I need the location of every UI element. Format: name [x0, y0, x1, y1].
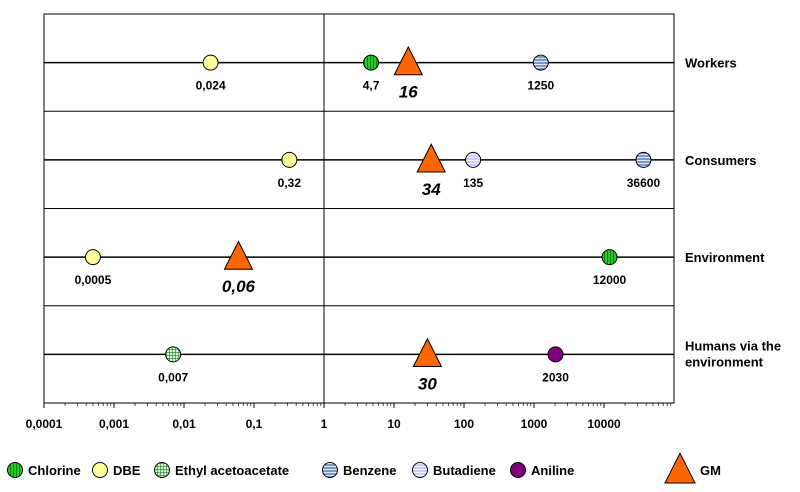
gm-value-label: 34 [422, 180, 441, 199]
Chlorine-hatch [602, 250, 617, 265]
value-label: 12000 [593, 273, 627, 287]
point-gm-environment: 0,06 [222, 240, 256, 296]
row-label-humans-via-the-environment: Humans via the environment [685, 338, 781, 369]
Ethyl acetoacetate-hatch [155, 463, 169, 477]
value-label: 1250 [527, 79, 554, 93]
point-dbe-environment: 0,0005 [75, 249, 112, 287]
point-chlorine-environment: 12000 [593, 249, 627, 287]
plot-frame [43, 13, 675, 404]
Ethyl acetoacetate-hatch [166, 347, 181, 362]
DBE-marker [281, 151, 298, 168]
Benzene-hatch [636, 152, 651, 167]
legend-label: Aniline [531, 463, 574, 478]
x-tick-label: 100 [454, 417, 474, 431]
value-label: 36600 [627, 176, 661, 190]
legend-label: GM [700, 463, 721, 478]
legend: Chlorine DBE Ethyl acetoacetate Benzene Buta… [7, 452, 721, 484]
value-label: 0,32 [278, 176, 302, 190]
legend-label: Butadiene [433, 463, 496, 478]
Aniline-marker [547, 346, 564, 363]
gm-value-label: 0,06 [222, 277, 256, 296]
gm-value-label: 16 [399, 83, 418, 102]
Chlorine-hatch [364, 55, 379, 70]
DBE-marker [84, 249, 101, 266]
gm-triangle [223, 240, 254, 270]
legend-label: DBE [113, 463, 141, 478]
x-tick-label: 0,0001 [26, 417, 63, 431]
x-tick-label: 10 [387, 417, 401, 431]
legend-label: Chlorine [28, 463, 81, 478]
point-dbe-consumers: 0,32 [278, 151, 302, 190]
legend-item-aniline: Aniline [510, 462, 574, 478]
point-gm-consumers: 34 [416, 143, 447, 199]
markers: 4,7 12000 0,024 0,32 0,0005 0,007 1250 36600 135… [75, 45, 661, 393]
legend-item-dbe: DBE [92, 462, 141, 478]
DBE-marker [92, 462, 108, 478]
Benzene-hatch [323, 463, 337, 477]
Butadiene-hatch [466, 152, 481, 167]
legend-item-ethyl-acetoacetate: Ethyl acetoacetate [154, 462, 289, 478]
point-gm-humans-via-the-environment: 30 [412, 337, 443, 393]
x-tick-label: 10000 [587, 417, 621, 431]
row-labels: Workers Consumers Environment Humans via th… [685, 56, 781, 370]
value-label: 0,007 [158, 370, 188, 384]
Aniline-marker [510, 462, 526, 478]
gm-triangle [416, 143, 447, 173]
legend-item-benzene: Benzene [322, 462, 396, 478]
legend-item-gm: GM [664, 452, 721, 484]
Chlorine-hatch [8, 463, 22, 477]
point-dbe-workers: 0,024 [196, 54, 226, 93]
DBE-marker [202, 54, 219, 71]
gm-triangle [412, 337, 443, 367]
value-label: 2030 [542, 370, 569, 384]
point-benzene-consumers: 36600 [627, 151, 661, 190]
row-label-environment: Environment [685, 250, 765, 265]
value-label: 135 [463, 176, 483, 190]
gm-value-label: 30 [418, 374, 437, 393]
legend-item-chlorine: Chlorine [7, 462, 81, 478]
x-tick-label: 0,001 [99, 417, 129, 431]
legend-item-butadiene: Butadiene [412, 462, 496, 478]
value-label: 4,7 [363, 79, 380, 93]
point-ethyl-acetoacetate-humans-via-the-environment: 0,007 [158, 346, 188, 384]
point-chlorine-workers: 4,7 [363, 54, 380, 93]
row-label-workers: Workers [685, 56, 737, 71]
legend-label: Benzene [343, 463, 396, 478]
x-axis: 0,0001 0,001 0,01 0,1 1 10 100 1000 10000 [26, 403, 672, 431]
Benzene-hatch [533, 55, 548, 70]
x-tick-label: 1000 [521, 417, 548, 431]
value-label: 0,024 [196, 79, 226, 93]
value-label: 0,0005 [75, 273, 112, 287]
x-tick-label: 1 [321, 417, 328, 431]
x-tick-label: 0,1 [246, 417, 263, 431]
point-gm-workers: 16 [393, 45, 424, 102]
legend-label: Ethyl acetoacetate [175, 463, 289, 478]
gm-triangle [393, 45, 424, 76]
point-butadiene-consumers: 135 [463, 151, 483, 190]
point-benzene-workers: 1250 [527, 54, 554, 93]
gm-triangle [664, 452, 696, 484]
Butadiene-hatch [413, 463, 427, 477]
point-aniline-humans-via-the-environment: 2030 [542, 346, 569, 384]
row-label-consumers: Consumers [685, 153, 757, 168]
x-tick-label: 0,01 [172, 417, 196, 431]
